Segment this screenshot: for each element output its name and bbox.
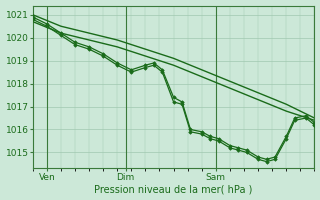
- X-axis label: Pression niveau de la mer( hPa ): Pression niveau de la mer( hPa ): [94, 184, 253, 194]
